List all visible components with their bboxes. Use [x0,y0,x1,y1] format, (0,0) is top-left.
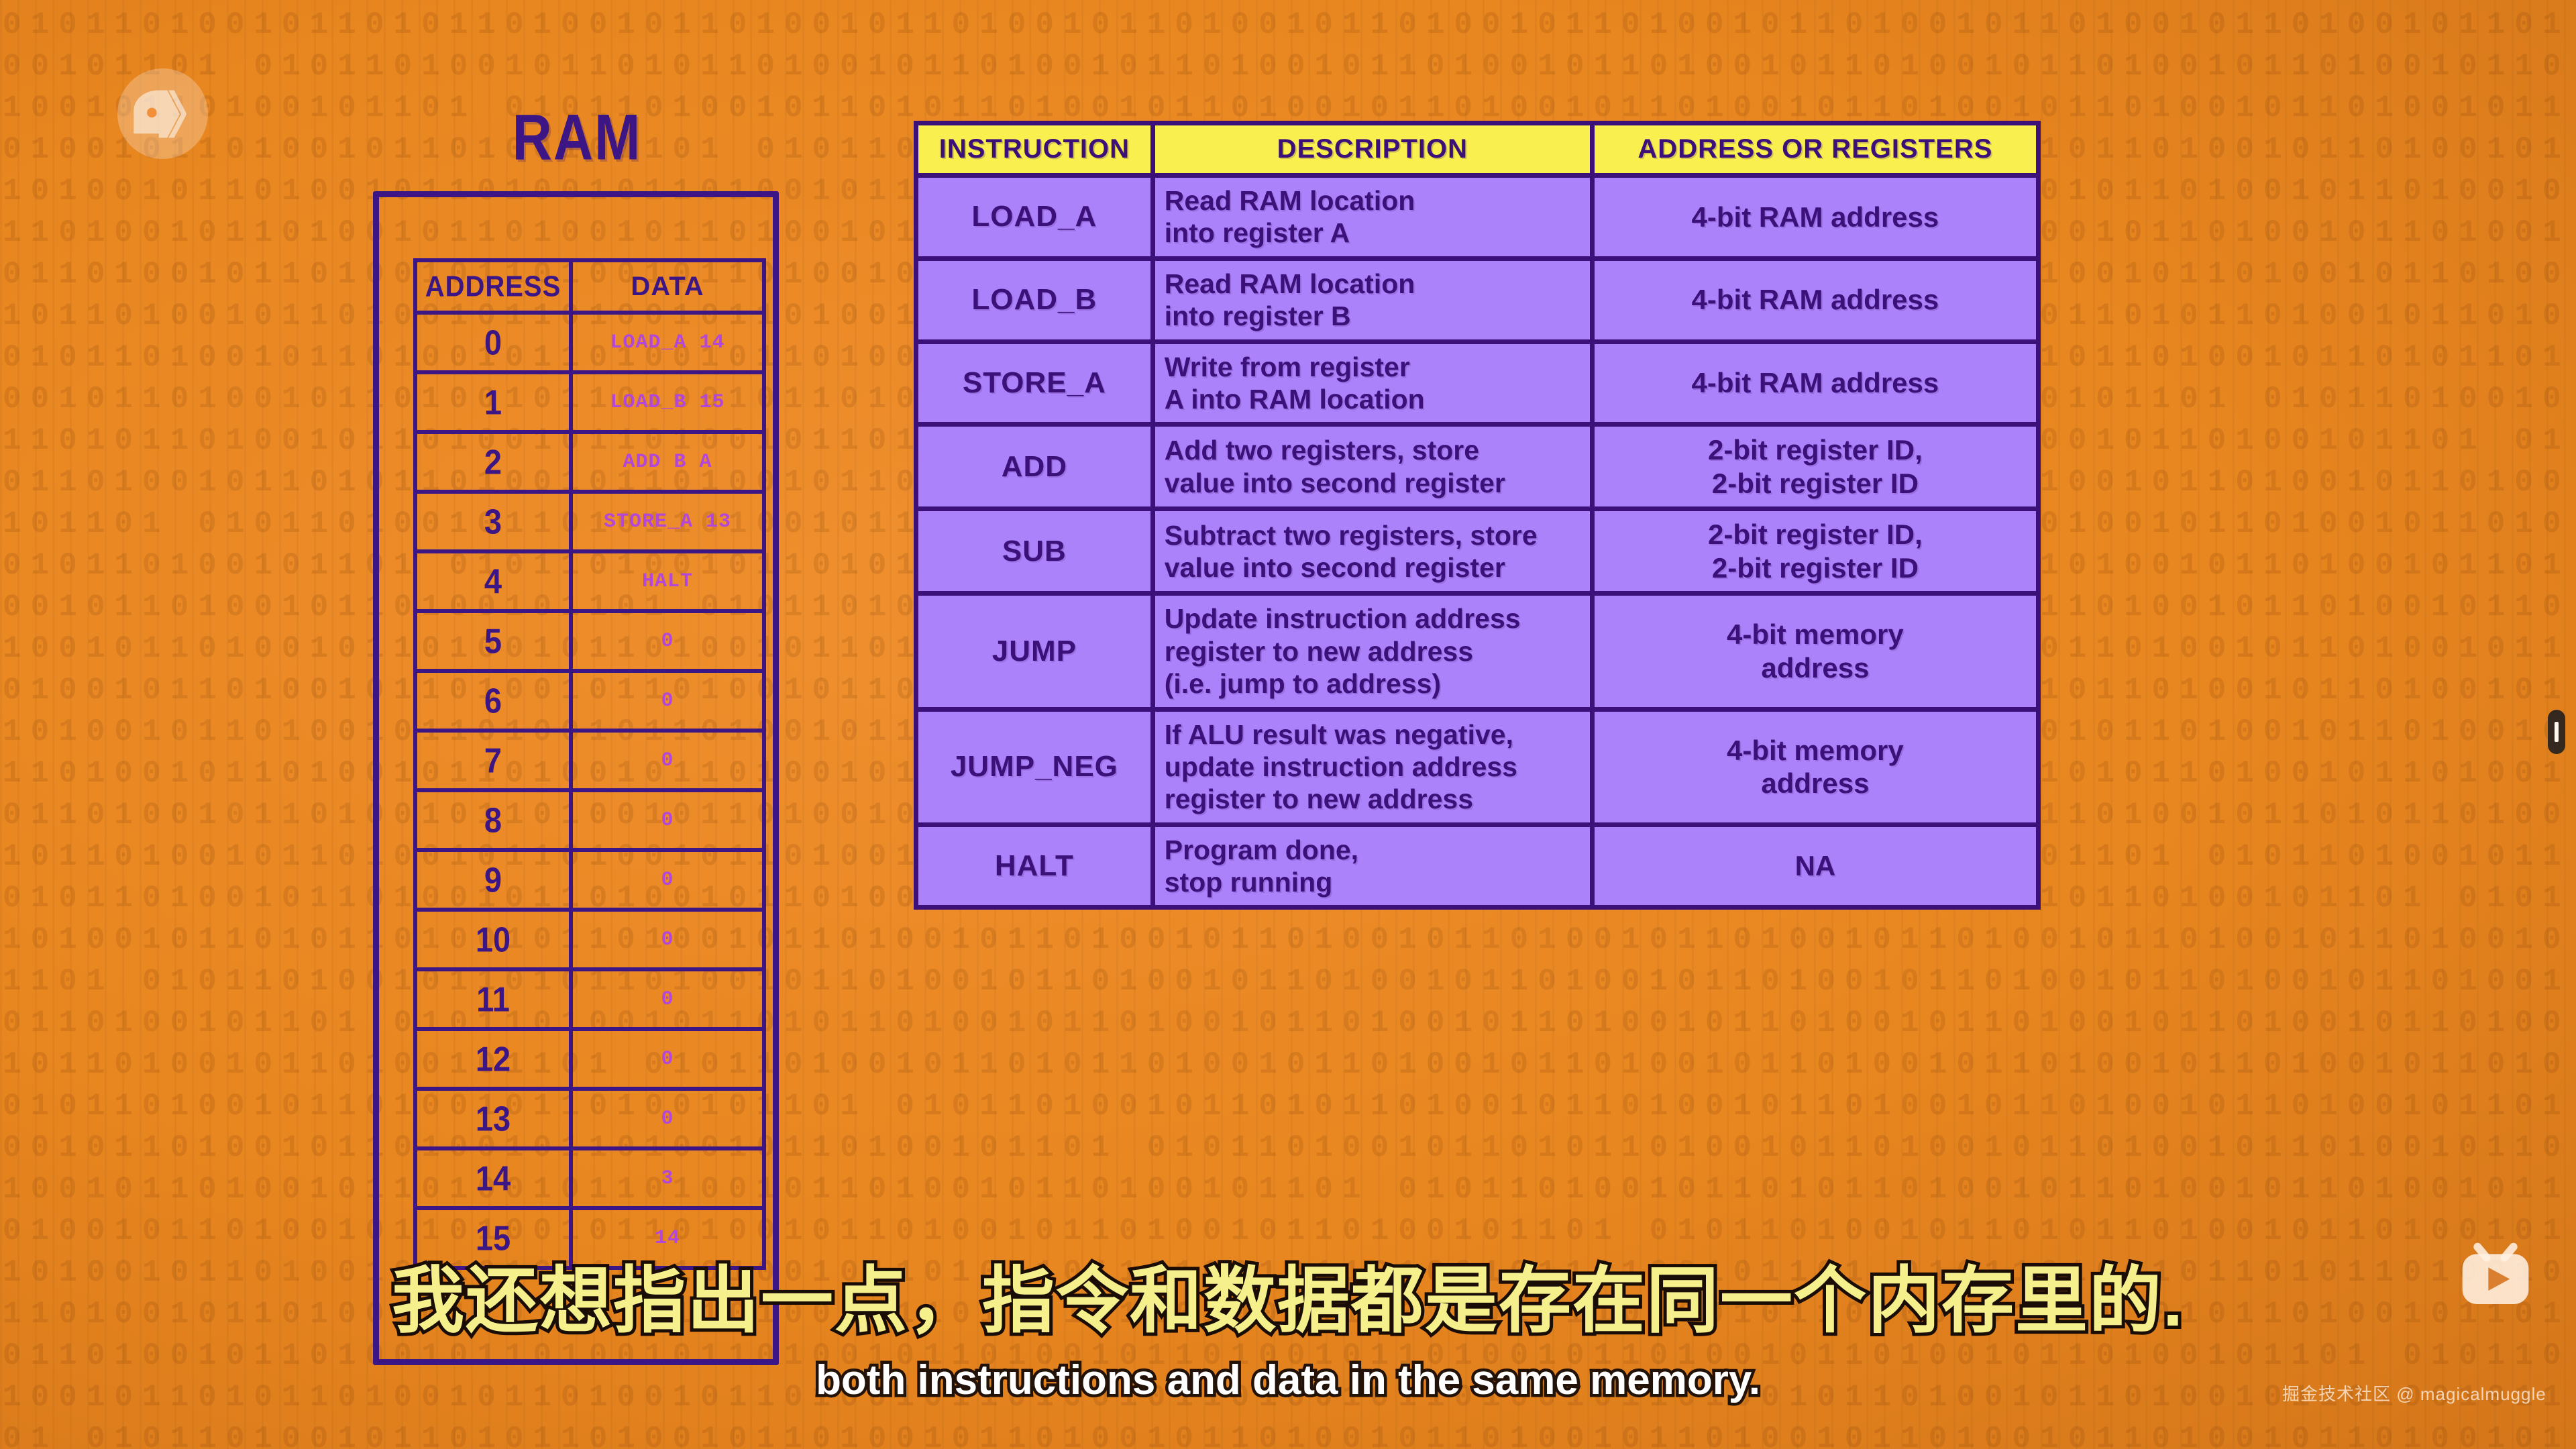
instruction-operand: 2-bit register ID, 2-bit register ID [1589,422,2041,512]
ram-table-row: 13 0 [413,1083,766,1154]
ram-outer-frame [373,191,779,1365]
ram-table-row: 11 0 [413,964,766,1034]
instruction-description: Read RAM location into register A [1150,173,1595,261]
ram-cell-address: 8 [413,785,573,855]
instruction-table-header-row: INSTRUCTION DESCRIPTION ADDRESS OR REGIS… [914,121,2041,178]
ram-cell-data: 0 [569,729,766,792]
scroll-handle[interactable] [2548,710,2565,754]
instruction-table-row: SUB Subtract two registers, store value in… [914,506,2041,596]
instruction-table-row: STORE_A Write from register A into RAM loc… [914,339,2041,427]
ram-cell-address: 4 [413,546,573,616]
ram-table-row: 0 LOAD_A 14 [413,307,766,378]
instruction-opcode: LOAD_B [914,256,1155,344]
instruction-table-row: LOAD_B Read RAM location into register B 4-… [914,256,2041,344]
ram-cell-data: 0 [569,788,766,852]
instruction-table-row: JUMP Update instruction address register t… [914,591,2041,712]
ram-header-data: DATA [569,258,766,315]
col-header-description: DESCRIPTION [1150,121,1595,178]
instruction-description: Program done, stop running [1150,822,1595,910]
col-header-address-registers: ADDRESS OR REGISTERS [1589,121,2041,178]
instruction-description: Update instruction address register to ne… [1150,591,1595,712]
ram-cell-data: 0 [569,669,766,733]
ram-cell-address: 0 [413,307,573,378]
instruction-operand: 4-bit RAM address [1589,339,2041,427]
instruction-description: Add two registers, store value into secon… [1150,422,1595,512]
ram-table-row: 14 3 [413,1143,766,1214]
ram-cell-data: 0 [569,848,766,912]
instruction-description: Read RAM location into register B [1150,256,1595,344]
ram-cell-address: 10 [413,904,573,975]
ram-table: ADDRESS DATA 0 LOAD_A 14 1 LOAD_B 15 2 ADD B … [413,255,766,1273]
instruction-table-row: LOAD_A Read RAM location into register A 4-… [914,173,2041,261]
ram-cell-address: 14 [413,1143,573,1214]
ram-cell-address: 12 [413,1024,573,1094]
instruction-operand: NA [1589,822,2041,910]
instruction-opcode: STORE_A [914,339,1155,427]
ram-cell-data: 0 [569,1087,766,1150]
subtitle-english: both instructions and data in the same m… [813,1354,1764,1407]
ram-cell-address: 6 [413,665,573,736]
ram-cell-data: LOAD_A 14 [569,311,766,374]
instruction-opcode: SUB [914,506,1155,596]
site-credit: 掘金技术社区 @ magicalmuggle [2282,1384,2546,1404]
instruction-operand: 4-bit RAM address [1589,256,2041,344]
instruction-description: Subtract two registers, store value into … [1150,506,1595,596]
ram-title: RAM [512,101,642,174]
instruction-opcode: JUMP_NEG [914,706,1155,827]
ram-table-row: 1 LOAD_B 15 [413,367,766,437]
instruction-opcode: LOAD_A [914,173,1155,261]
ram-cell-data: 0 [569,609,766,673]
instruction-set-table: INSTRUCTION DESCRIPTION ADDRESS OR REGIS… [914,121,2041,910]
ram-cell-address: 11 [413,964,573,1034]
ram-cell-data: HALT [569,549,766,613]
pbs-logo [117,68,208,159]
instruction-description: Write from register A into RAM location [1150,339,1595,427]
ram-cell-address: 13 [413,1083,573,1154]
ram-cell-data: 14 [569,1206,766,1270]
ram-cell-data: 3 [569,1146,766,1210]
instruction-operand: 4-bit memory address [1589,591,2041,712]
ram-table-row: 4 HALT [413,546,766,616]
ram-table-row: 2 ADD B A [413,427,766,497]
instruction-opcode: JUMP [914,591,1155,712]
ram-cell-address: 7 [413,725,573,796]
ram-cell-data: ADD B A [569,430,766,494]
ram-cell-data: LOAD_B 15 [569,370,766,434]
tv-play-icon [2462,1242,2529,1304]
ram-cell-data: STORE_A 13 [569,490,766,553]
ram-cell-address: 5 [413,606,573,676]
instruction-opcode: ADD [914,422,1155,512]
instruction-table-row: JUMP_NEG If ALU result was negative, updat… [914,706,2041,827]
ram-cell-address: 1 [413,367,573,437]
instruction-operand: 4-bit RAM address [1589,173,2041,261]
ram-cell-data: 0 [569,908,766,971]
col-header-instruction: INSTRUCTION [914,121,1155,178]
instruction-opcode: HALT [914,822,1155,910]
subtitle-chinese: 我还想指出一点，指令和数据都是存在同一个内存里的. [388,1256,2186,1344]
instruction-table-row: HALT Program done, stop running NA [914,822,2041,910]
ram-table-row: 12 0 [413,1024,766,1094]
ram-cell-address: 2 [413,427,573,497]
ram-cell-address: 15 [413,1203,573,1273]
ram-cell-data: 0 [569,967,766,1031]
ram-table-row: 10 0 [413,904,766,975]
instruction-operand: 2-bit register ID, 2-bit register ID [1589,506,2041,596]
ram-table-row: 3 STORE_A 13 [413,486,766,557]
ram-table-header-row: ADDRESS DATA [413,255,766,318]
ram-cell-address: 3 [413,486,573,557]
ram-cell-data: 0 [569,1027,766,1091]
ram-header-address: ADDRESS [413,255,573,318]
ram-cell-address: 9 [413,845,573,915]
instruction-table-row: ADD Add two registers, store value into se… [914,422,2041,512]
instruction-operand: 4-bit memory address [1589,706,2041,827]
scroll-handle-bar [2555,722,2559,742]
ram-panel: RAM ADDRESS DATA 0 LOAD_A 14 1 LOAD_B 15 2 AD… [362,101,792,1365]
ram-table-row: 15 14 [413,1203,766,1273]
instruction-description: If ALU result was negative, update instru… [1150,706,1595,827]
